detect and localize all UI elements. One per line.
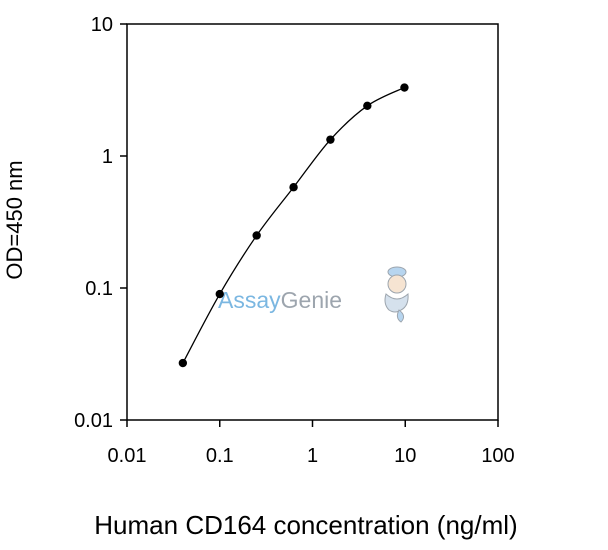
data-point	[400, 83, 409, 92]
data-point	[363, 101, 372, 111]
genie-mascot-icon	[384, 266, 409, 323]
x-tick-label: 0.01	[108, 445, 147, 467]
y-tick-label: 10	[91, 14, 113, 36]
y-tick-label: 1	[102, 146, 113, 168]
svg-text:AssayGenie: AssayGenie	[218, 287, 342, 313]
x-axis-ticks: 0.01 0.1 1 10 100	[108, 420, 515, 467]
y-tick-label: 0.1	[85, 278, 113, 300]
data-point	[178, 358, 188, 368]
x-tick-label: 1	[307, 445, 318, 467]
series-line	[182, 86, 405, 364]
y-axis-title: OD=450 nm	[2, 160, 27, 279]
y-tick-label: 0.01	[74, 410, 113, 432]
data-point	[289, 183, 298, 192]
x-tick-label: 100	[481, 445, 514, 467]
watermark-genie: Genie	[281, 287, 342, 313]
x-axis-title: Human CD164 concentration (ng/ml)	[94, 510, 517, 540]
watermark-assay: Assay	[218, 287, 281, 313]
y-axis-ticks: 0.01 0.1 1 10	[74, 14, 127, 432]
data-point	[215, 289, 224, 299]
watermark: AssayGenie	[218, 266, 409, 323]
data-point	[252, 231, 261, 240]
x-tick-label: 0.1	[206, 445, 234, 467]
x-tick-label: 10	[394, 445, 416, 467]
data-points	[178, 83, 409, 368]
data-point	[326, 135, 335, 144]
